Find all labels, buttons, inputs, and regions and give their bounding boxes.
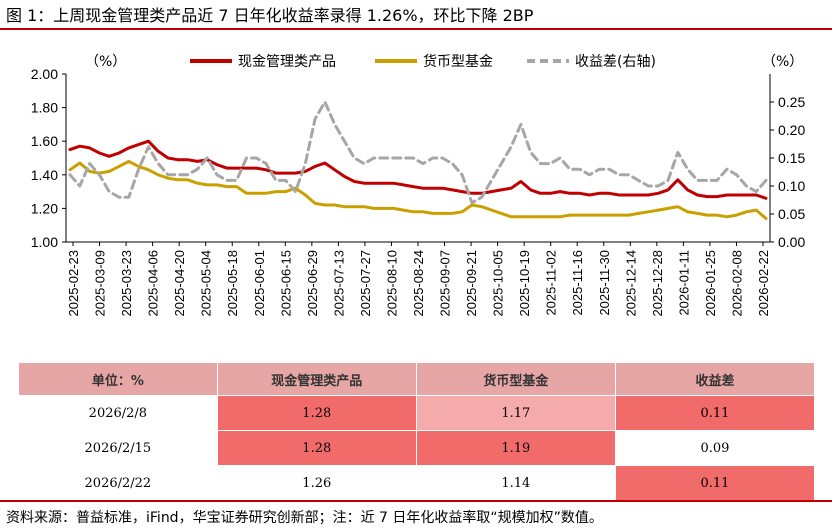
title-divider bbox=[0, 28, 832, 30]
row-cash: 1.26 bbox=[216, 465, 417, 501]
x-tick-label: 2025-04-06 bbox=[146, 250, 161, 317]
series-line-2 bbox=[68, 159, 768, 220]
summary-table: 单位：% 现金管理类产品 货币型基金 收益差 2026/2/8 1.28 1.1… bbox=[18, 362, 816, 501]
table-row: 2026/2/15 1.28 1.19 0.09 bbox=[18, 430, 816, 466]
x-tick-label: 2025-06-29 bbox=[305, 250, 320, 317]
row-mmf: 1.17 bbox=[415, 395, 616, 431]
series-line-1 bbox=[68, 139, 768, 200]
x-tick-label: 2025-12-28 bbox=[650, 250, 665, 317]
x-tick-label: 2025-03-23 bbox=[119, 250, 134, 317]
x-tick-label: 2026-02-22 bbox=[756, 250, 771, 317]
x-tick-label: 2025-10-19 bbox=[517, 250, 532, 317]
left-tick-label: 1.80 bbox=[31, 100, 58, 116]
header-cash: 现金管理类产品 bbox=[216, 362, 417, 396]
right-tick-label: 0.00 bbox=[778, 234, 805, 250]
x-tick-label: 2025-09-21 bbox=[464, 250, 479, 317]
source-note: 资料来源：普益标准，iFind，华宝证券研究创新部；注：近 7 日年化收益率取“… bbox=[6, 510, 603, 526]
x-tick-label: 2025-11-16 bbox=[570, 250, 585, 316]
x-tick-label: 2025-02-23 bbox=[66, 250, 81, 317]
left-tick-label: 1.40 bbox=[31, 167, 58, 183]
row-spread: 0.11 bbox=[614, 395, 816, 431]
row-cash: 1.28 bbox=[216, 430, 417, 466]
table-header-row: 单位：% 现金管理类产品 货币型基金 收益差 bbox=[18, 362, 816, 396]
x-tick-label: 2025-06-01 bbox=[252, 250, 267, 317]
x-tick-label: 2025-12-14 bbox=[623, 250, 638, 317]
left-unit-label: （%） bbox=[85, 54, 126, 70]
row-spread: 0.09 bbox=[614, 430, 816, 466]
series-line-3 bbox=[68, 100, 768, 205]
x-tick-label: 2026-01-25 bbox=[703, 250, 718, 317]
left-tick-label: 2.00 bbox=[31, 66, 58, 82]
row-date: 2026/2/15 bbox=[18, 430, 218, 466]
row-spread: 0.11 bbox=[614, 465, 816, 501]
figure-title: 图 1：上周现金管理类产品近 7 日年化收益率录得 1.26%，环比下降 2BP bbox=[6, 6, 534, 25]
x-tick-label: 2026-01-11 bbox=[676, 250, 691, 316]
legend-label-3: 收益差(右轴) bbox=[575, 54, 656, 70]
header-mmf: 货币型基金 bbox=[415, 362, 616, 396]
x-tick-label: 2025-09-07 bbox=[438, 250, 453, 317]
x-tick-label: 2025-10-05 bbox=[491, 250, 506, 317]
right-tick-label: 0.25 bbox=[778, 94, 805, 110]
x-tick-label: 2025-03-09 bbox=[93, 250, 108, 317]
row-date: 2026/2/22 bbox=[18, 465, 218, 501]
left-tick-label: 1.20 bbox=[31, 200, 58, 216]
right-unit-label: （%） bbox=[762, 54, 803, 70]
line-chart: 1.00 1.20 1.40 1.60 1.80 2.00 0.00 0.05 0.10 0.15… bbox=[31, 53, 806, 317]
row-date: 2026/2/8 bbox=[18, 395, 218, 431]
row-mmf: 1.19 bbox=[415, 430, 616, 466]
x-tick-label: 2025-06-15 bbox=[278, 250, 293, 317]
right-tick-label: 0.05 bbox=[778, 206, 805, 222]
x-tick-label: 2025-08-10 bbox=[384, 250, 399, 317]
x-tick-label: 2025-07-27 bbox=[358, 250, 373, 317]
header-spread: 收益差 bbox=[614, 362, 816, 396]
x-tick-label: 2025-05-18 bbox=[225, 250, 240, 317]
x-tick-label: 2025-05-04 bbox=[199, 250, 214, 316]
right-tick-label: 0.10 bbox=[778, 178, 805, 194]
table-row: 2026/2/8 1.28 1.17 0.11 bbox=[18, 395, 816, 431]
source-divider bbox=[0, 500, 832, 502]
x-tick-label: 2025-07-13 bbox=[331, 250, 346, 317]
table-row: 2026/2/22 1.26 1.14 0.11 bbox=[18, 465, 816, 501]
x-tick-label: 2025-11-30 bbox=[597, 250, 612, 316]
x-tick-label: 2025-08-24 bbox=[411, 250, 426, 317]
x-tick-label: 2025-11-02 bbox=[544, 250, 559, 316]
legend-label-1: 现金管理类产品 bbox=[238, 54, 336, 70]
header-unit: 单位：% bbox=[18, 362, 218, 396]
x-tick-label: 2025-04-20 bbox=[172, 250, 187, 317]
right-tick-label: 0.20 bbox=[778, 122, 805, 138]
legend-label-2: 货币型基金 bbox=[423, 53, 493, 70]
left-tick-label: 1.60 bbox=[31, 133, 58, 149]
row-cash: 1.28 bbox=[216, 395, 417, 431]
right-tick-label: 0.15 bbox=[778, 150, 805, 166]
x-tick-label: 2026-02-08 bbox=[729, 250, 744, 317]
row-mmf: 1.14 bbox=[415, 465, 616, 501]
left-tick-label: 1.00 bbox=[31, 234, 58, 250]
